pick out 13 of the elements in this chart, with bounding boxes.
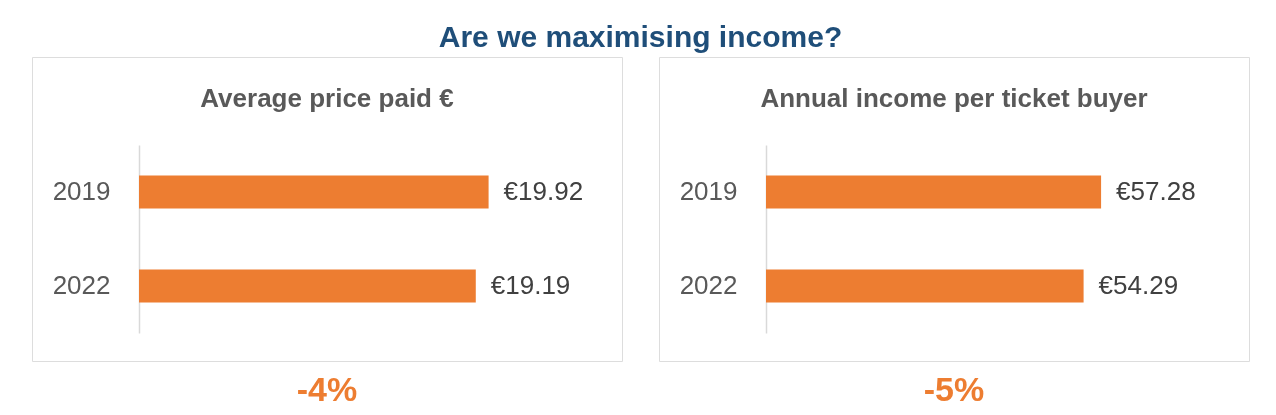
chart-title: Average price paid € (200, 83, 454, 113)
y-tick-label: 2022 (52, 270, 111, 300)
data-label: €19.92 (503, 176, 584, 206)
y-tick-label: 2019 (52, 176, 111, 206)
data-label: €54.29 (1098, 270, 1179, 300)
text: Are we maximising income? (438, 19, 843, 53)
y-tick-label: 2019 (679, 176, 738, 206)
text: -4% (296, 370, 358, 408)
data-label: €19.19 (490, 270, 571, 300)
data-label: €57.28 (1116, 176, 1196, 206)
y-tick-label: 2022 (679, 270, 738, 300)
text: -5% (923, 370, 985, 408)
chart-title: Annual income per ticket buyer (760, 83, 1148, 113)
